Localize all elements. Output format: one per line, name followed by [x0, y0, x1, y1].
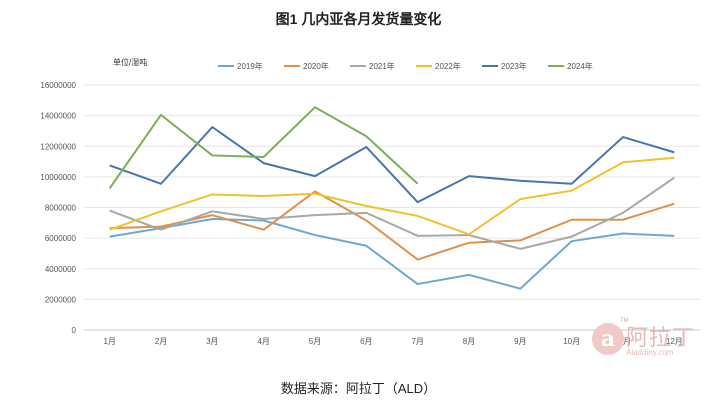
y-tick-label: 8000000 — [45, 204, 77, 213]
y-axis-ticks: 0 2000000 4000000 6000000 8000000 10000000 120… — [40, 81, 76, 335]
y-tick-label: 6000000 — [45, 234, 77, 243]
y-tick-label: 14000000 — [40, 112, 76, 121]
y-tick-label: 10000000 — [40, 173, 76, 182]
series-lines — [108, 106, 675, 290]
x-tick-label: 8月 — [463, 337, 475, 346]
watermark-mark: a — [592, 323, 624, 355]
legend-label: 2023年 — [501, 61, 527, 71]
x-tick-label: 7月 — [411, 337, 423, 346]
x-tick-label: 1月 — [103, 337, 115, 346]
gridlines — [84, 84, 700, 331]
x-tick-label: 9月 — [514, 337, 526, 346]
series-line-2021年 — [109, 176, 675, 250]
source-caption: 数据来源：阿拉丁（ALD） — [280, 381, 437, 396]
x-tick-label: 4月 — [257, 337, 269, 346]
x-tick-label: 6月 — [360, 337, 372, 346]
x-tick-label: 5月 — [309, 337, 321, 346]
watermark-url: Aladdiny.com — [626, 348, 674, 357]
legend-label: 2022年 — [435, 61, 461, 71]
series-line-2019年 — [109, 217, 675, 290]
series-line-2023年 — [109, 126, 675, 204]
watermark-logo: a TM 阿拉丁 Aladdiny.com — [592, 318, 702, 362]
x-tick-label: 2月 — [155, 337, 167, 346]
series-line-2024年 — [108, 106, 419, 189]
legend-label: 2019年 — [237, 61, 263, 71]
legend-label: 2020年 — [303, 61, 329, 71]
chart-title: 图1 几内亚各月发货量变化 — [275, 11, 442, 27]
y-tick-label: 16000000 — [40, 81, 76, 90]
x-tick-label: 3月 — [206, 337, 218, 346]
legend-label: 2021年 — [369, 61, 395, 71]
x-tick-label: 12月 — [666, 337, 683, 346]
y-tick-label: 12000000 — [40, 142, 76, 151]
y-tick-label: 2000000 — [45, 295, 77, 304]
y-tick-label: 4000000 — [45, 265, 77, 274]
legend-label: 2024年 — [567, 61, 593, 71]
legend: 2019年 2020年 2021年 2022年 2023年 2024年 — [218, 61, 593, 71]
series-line-2020年 — [109, 190, 675, 261]
watermark-text: 阿拉丁 — [626, 326, 696, 351]
series-line-2022年 — [109, 156, 675, 236]
x-tick-label: 10月 — [563, 337, 580, 346]
unit-label: 单位/湿吨 — [113, 58, 148, 67]
y-tick-label: 0 — [72, 326, 77, 335]
watermark-tm: TM — [620, 318, 629, 324]
